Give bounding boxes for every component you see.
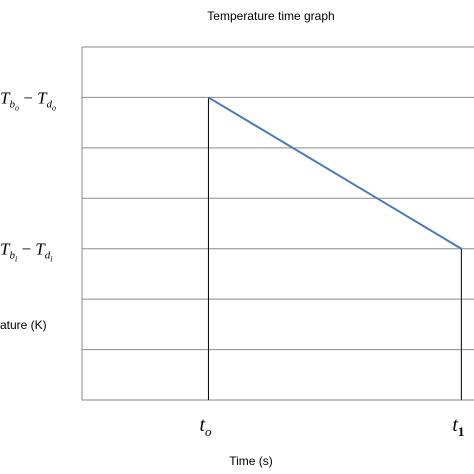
x-tick-label-t1: t1 — [452, 414, 464, 439]
x-tick-label-t0: to — [199, 414, 212, 439]
x-axis-label: Time (s) — [229, 454, 273, 468]
y-axis-label: ature (K) — [0, 318, 47, 332]
y-tick-label-low: Tbi − Tdi — [0, 240, 53, 264]
y-tick-label-high: Tbo − Tdo — [0, 88, 56, 112]
gridlines — [82, 46, 474, 351]
chart-title: Temperature time graph — [207, 9, 334, 23]
x-tick-labels: to t1 — [199, 414, 464, 439]
y-tick-labels: Tbo − Tdo Tbi − Tdi — [0, 88, 56, 263]
series-line — [207, 96, 462, 250]
drop-lines — [207, 97, 462, 400]
series-group — [207, 96, 462, 250]
